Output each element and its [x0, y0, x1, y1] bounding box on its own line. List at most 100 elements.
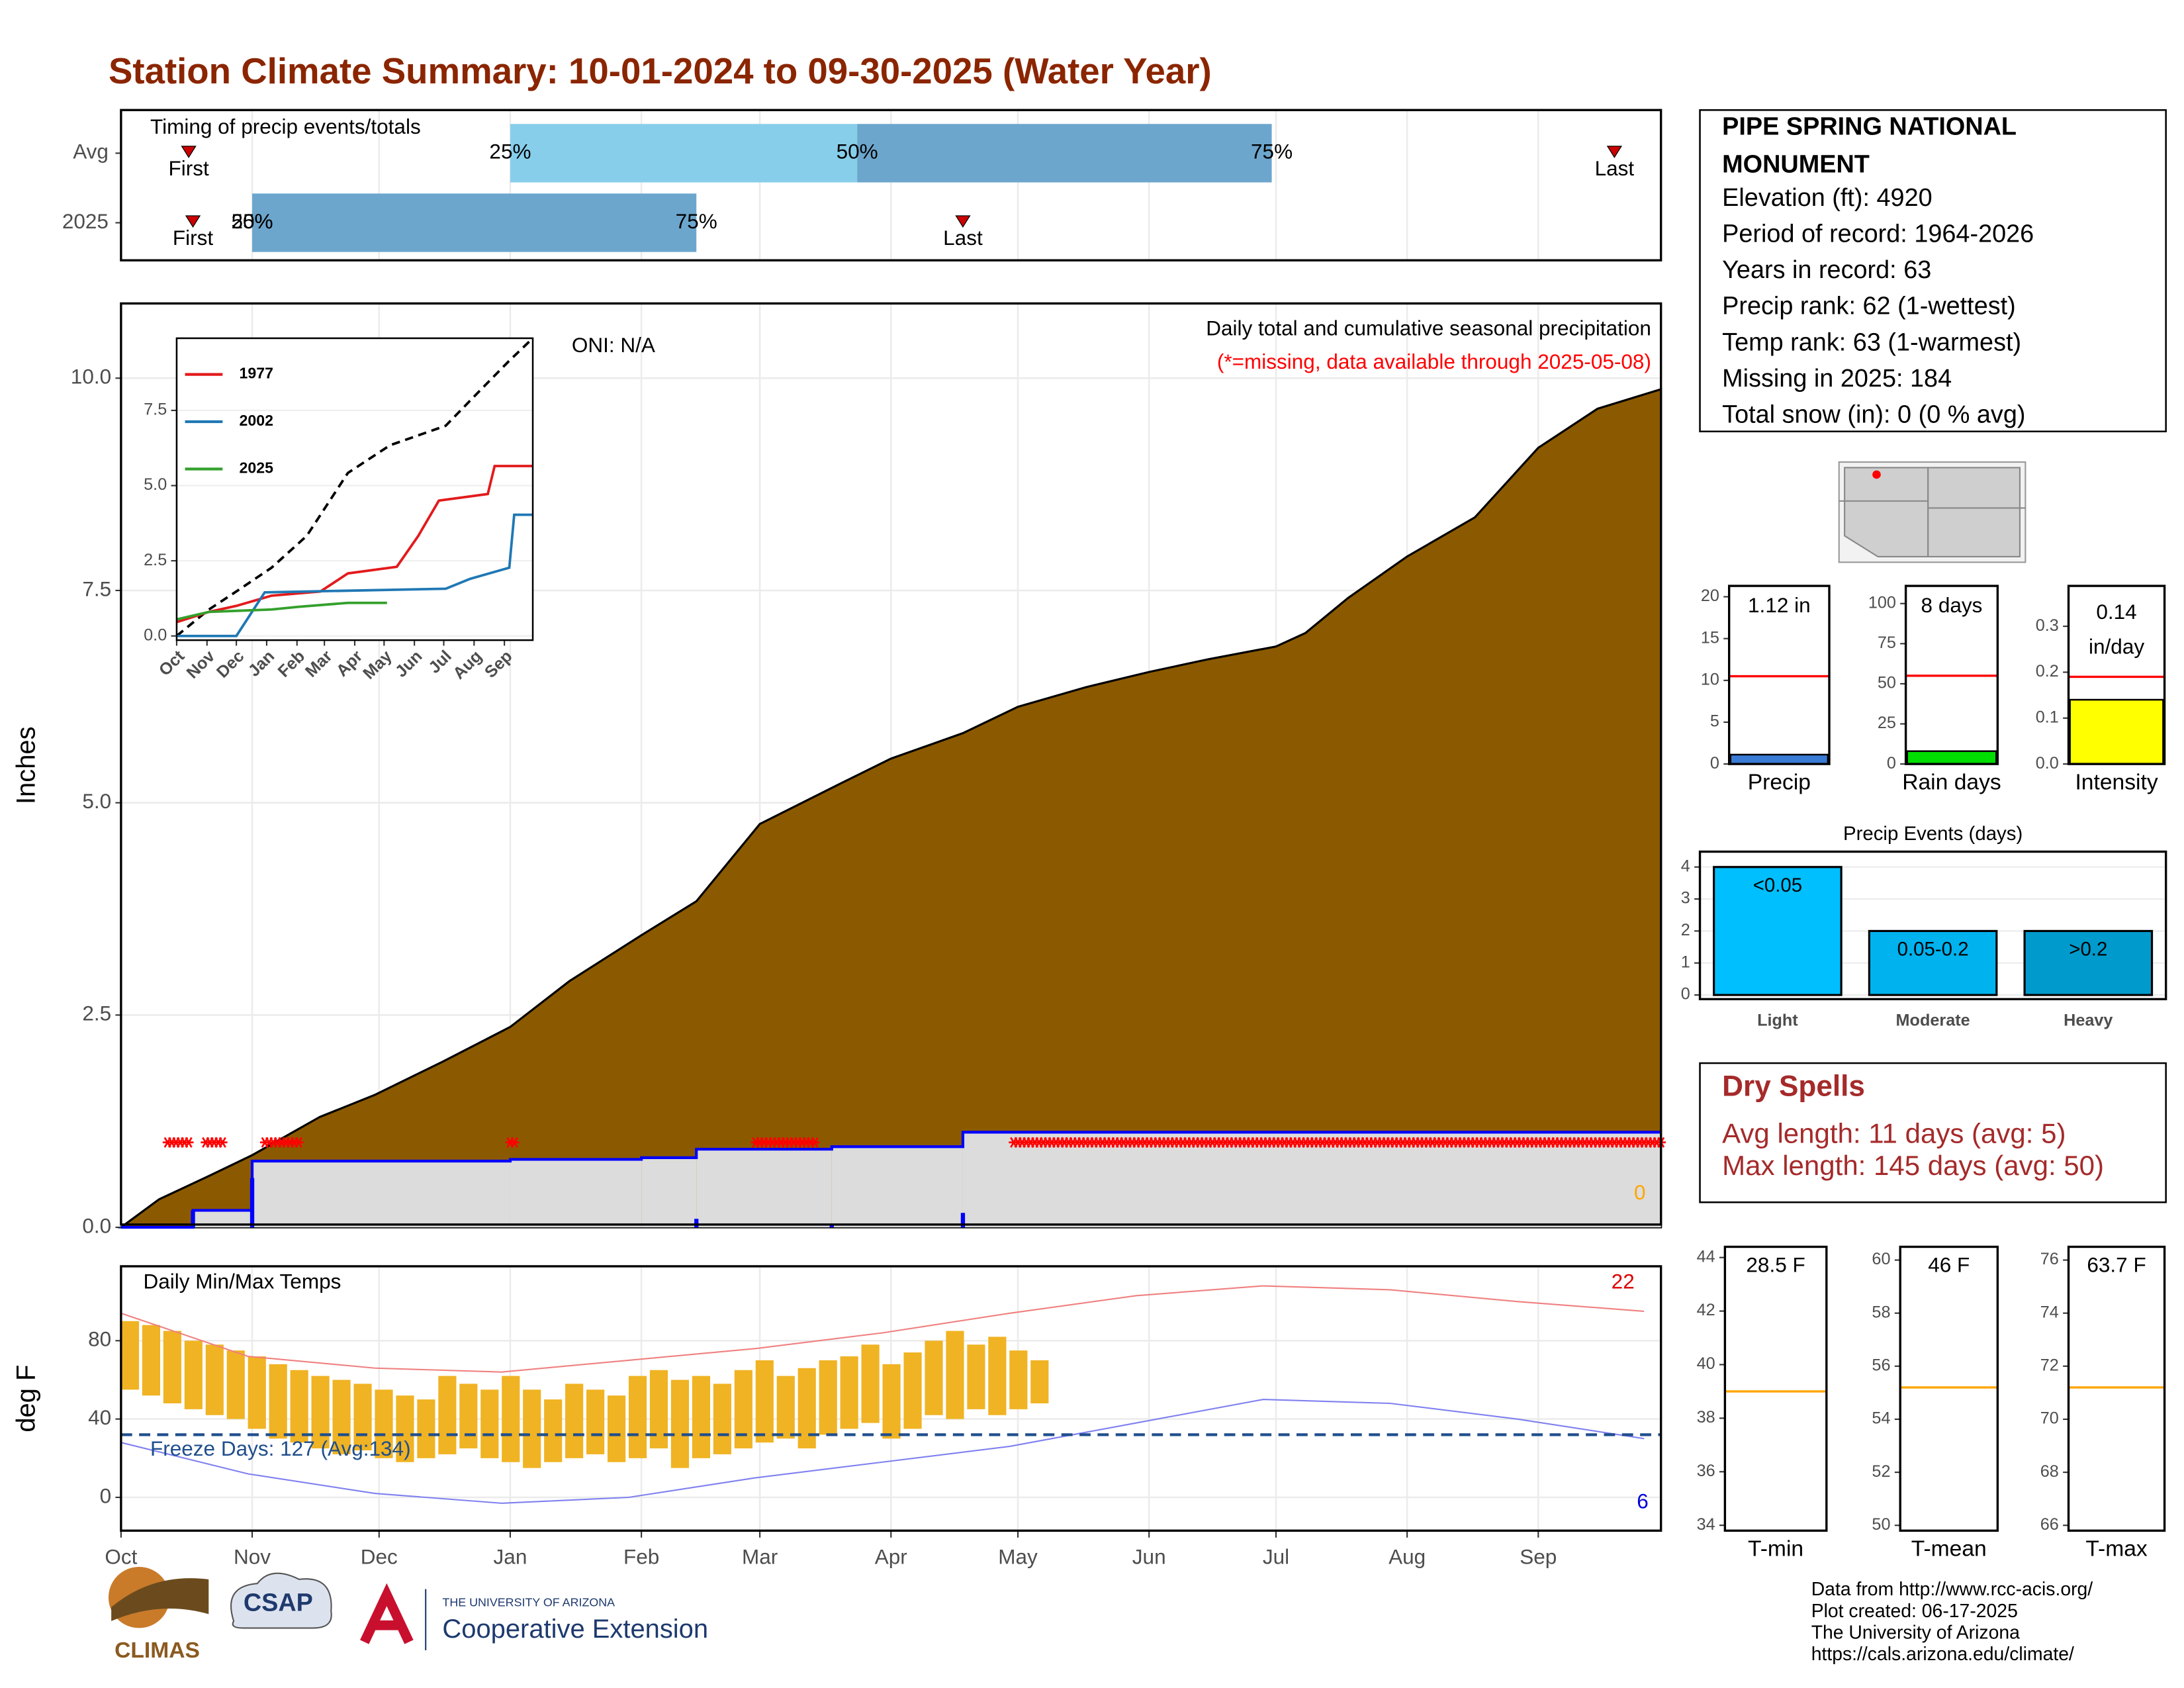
- gauge-bar: [2069, 698, 2164, 765]
- temp-range-bar: [586, 1389, 605, 1454]
- climas-text: CLIMAS: [114, 1638, 200, 1663]
- value-label: 28.5 F: [1746, 1252, 1805, 1276]
- value-label: 63.7 F: [2087, 1252, 2146, 1276]
- event-bar: [2023, 929, 2154, 996]
- inset-series-line: [176, 601, 387, 621]
- precip-title: Daily total and cumulative seasonal prec…: [1206, 316, 1651, 340]
- logos: CLIMAS CSAP THE UNIVERSITY OF ARIZONA Co…: [108, 1566, 708, 1663]
- page-title: Station Climate Summary: 10-01-2024 to 0…: [109, 51, 1212, 91]
- cumulative-step: [962, 1132, 1661, 1228]
- temp-range-bar: [205, 1344, 224, 1415]
- quantile-label: 50%: [837, 140, 878, 164]
- y-tick-label: 2.5: [144, 551, 167, 569]
- y-tick-label: 0: [100, 1483, 112, 1507]
- y-tick-label: 0.0: [2036, 754, 2059, 773]
- x-tick-label: Moderate: [1896, 1011, 1970, 1030]
- dry-spell-line: Avg length: 11 days (avg: 5): [1722, 1117, 2066, 1149]
- legend-label: 2025: [240, 459, 274, 477]
- temp-range-bar: [248, 1356, 266, 1429]
- y-tick-label: 50: [1878, 674, 1896, 692]
- plot-frame: [1698, 850, 2167, 1001]
- high-count-label: 22: [1612, 1269, 1635, 1293]
- y-tick-label: 20: [1701, 586, 1719, 605]
- temp-range-bar: [713, 1383, 731, 1454]
- map-state: [1927, 467, 2021, 558]
- map: [1838, 461, 2026, 563]
- y-tick-label: 5.0: [144, 475, 167, 494]
- y-tick-label: 58: [1872, 1303, 1890, 1321]
- cumulative-step: [641, 1157, 697, 1228]
- station-line: Elevation (ft): 4920: [1722, 184, 1933, 212]
- temp-range-bar: [776, 1376, 795, 1439]
- ua-small-text: THE UNIVERSITY OF ARIZONA: [442, 1595, 615, 1609]
- inset-average-line: [175, 337, 534, 637]
- temp-range-bar: [565, 1383, 584, 1458]
- value-label: 0.14 in/day: [2089, 600, 2144, 659]
- plot-frame: [1899, 1245, 1999, 1532]
- ua-big-text: Cooperative Extension: [442, 1615, 708, 1644]
- event-bar: [1713, 866, 1843, 996]
- x-tick-label: Aug: [1388, 1545, 1426, 1569]
- y-tick-label: 34: [1697, 1515, 1715, 1534]
- y-tick-label: 10.0: [71, 365, 111, 389]
- y-tick-label: 42: [1697, 1301, 1715, 1319]
- event-marker: [1606, 146, 1623, 158]
- x-tick-label: Oct: [105, 1545, 137, 1569]
- cumulative-step: [252, 1161, 510, 1228]
- y-tick-label: 5.0: [82, 789, 111, 813]
- dry-spell-line: Max length: 145 days (avg: 50): [1722, 1150, 2104, 1181]
- y-tick-label: 54: [1872, 1409, 1890, 1428]
- map-border: [1839, 500, 2026, 509]
- y-tick-label: 76: [2040, 1250, 2059, 1268]
- quantile-label: 75%: [676, 209, 717, 233]
- cumulative-step: [510, 1159, 642, 1228]
- csap-text: CSAP: [244, 1589, 313, 1617]
- x-tick-label: May: [998, 1545, 1038, 1569]
- y-tick-label: 40: [1697, 1354, 1715, 1373]
- y-tick-label: 2025: [62, 209, 109, 233]
- y-tick-label: 10: [1701, 670, 1719, 688]
- temp-range-bar: [861, 1344, 880, 1423]
- temp-range-bar: [290, 1370, 308, 1443]
- footer-line: Plot created: 06-17-2025: [1811, 1601, 2018, 1622]
- freeze-label: Freeze Days: 127 (Avg:134): [150, 1436, 411, 1460]
- event-range-label: 0.05-0.2: [1897, 939, 1969, 961]
- plot-frame: [1904, 585, 1999, 765]
- y-tick-label: 0.2: [2036, 662, 2059, 680]
- event-label: Last: [943, 226, 983, 250]
- value-label: 8 days: [1921, 593, 1983, 617]
- x-tick-label: Feb: [623, 1545, 659, 1569]
- event-label: Last: [1595, 156, 1635, 180]
- y-tick-label: 0: [1887, 754, 1896, 773]
- y-tick-label: 44: [1697, 1247, 1715, 1266]
- temp-range-bar: [438, 1376, 457, 1454]
- event-marker: [955, 215, 971, 228]
- y-tick-label: 7.5: [144, 400, 167, 419]
- y-tick-label: 72: [2040, 1356, 2059, 1374]
- x-tick-label: Apr: [875, 1545, 907, 1569]
- temp-range-bar: [353, 1383, 372, 1451]
- inset-frame: [175, 337, 534, 641]
- gauge-label: Precip: [1748, 770, 1811, 794]
- legend-label: 1977: [240, 365, 273, 382]
- record-high-line: [120, 1285, 1645, 1373]
- y-tick-label: 74: [2040, 1303, 2059, 1321]
- footer-line: The University of Arizona: [1811, 1622, 2020, 1643]
- temp-range-bar: [670, 1380, 690, 1468]
- temp-range-bar: [269, 1364, 287, 1439]
- quartile-bar: [510, 124, 858, 183]
- station-line: Precip rank: 62 (1-wettest): [1722, 293, 2016, 320]
- y-tick-label: 0.0: [144, 626, 167, 644]
- station-line: Missing in 2025: 184: [1722, 365, 1952, 393]
- temp-range-bar: [692, 1376, 711, 1458]
- y-tick-label: 66: [2040, 1515, 2059, 1534]
- inset-background: [176, 338, 533, 641]
- temp-range-bar: [226, 1350, 245, 1419]
- cumulative-line: [120, 1131, 1661, 1229]
- station-line: Years in record: 63: [1722, 256, 1931, 284]
- station-line: Total snow (in): 0 (0 % avg): [1722, 401, 2025, 429]
- gauge-label: Rain days: [1902, 770, 2001, 794]
- y-tick-label: 70: [2040, 1409, 2059, 1428]
- event-range-label: <0.05: [1753, 874, 1802, 896]
- plot-frame: [2067, 585, 2166, 765]
